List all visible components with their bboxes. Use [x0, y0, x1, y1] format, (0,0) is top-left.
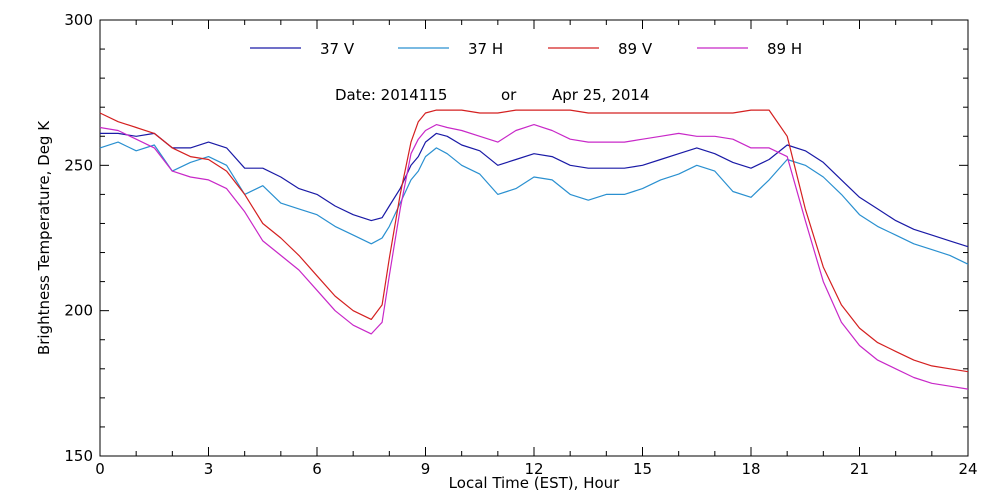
y-tick-label: 300: [64, 11, 93, 29]
annotation-date-label: Date: 2014115: [335, 86, 447, 104]
y-axis-title: Brightness Temperature, Deg K: [35, 120, 53, 355]
series-line-89-v: [99, 109, 969, 373]
series-line-37-h: [99, 141, 969, 265]
legend: 37 V 37 H 89 V 89 H: [250, 40, 802, 58]
x-axis-title: Local Time (EST), Hour: [449, 474, 620, 492]
annotation-date-text: Apr 25, 2014: [552, 86, 650, 104]
y-tick-label: 250: [64, 156, 93, 174]
y-tick-label: 150: [64, 447, 93, 465]
x-tick-label: 21: [850, 460, 869, 478]
annotation-or-label: or: [501, 86, 517, 104]
series-line-89-h: [99, 123, 969, 390]
x-tick-label: 24: [958, 460, 977, 478]
series-group: [99, 109, 969, 390]
x-tick-label: 9: [421, 460, 431, 478]
legend-label: 37 V: [320, 40, 355, 58]
y-tick-label: 200: [64, 302, 93, 320]
x-tick-label: 0: [95, 460, 105, 478]
legend-label: 89 V: [618, 40, 653, 58]
axis-ticks: 0 3 6 9 12 15 18 21 24 150 200 250 300: [64, 11, 977, 478]
x-tick-label: 18: [741, 460, 760, 478]
legend-label: 89 H: [767, 40, 802, 58]
x-tick-label: 12: [524, 460, 543, 478]
x-tick-label: 6: [312, 460, 322, 478]
x-tick-label: 3: [204, 460, 214, 478]
plot-frame: [99, 19, 969, 457]
x-tick-label: 15: [633, 460, 652, 478]
legend-label: 37 H: [468, 40, 503, 58]
series-line-37-v: [100, 132, 969, 248]
